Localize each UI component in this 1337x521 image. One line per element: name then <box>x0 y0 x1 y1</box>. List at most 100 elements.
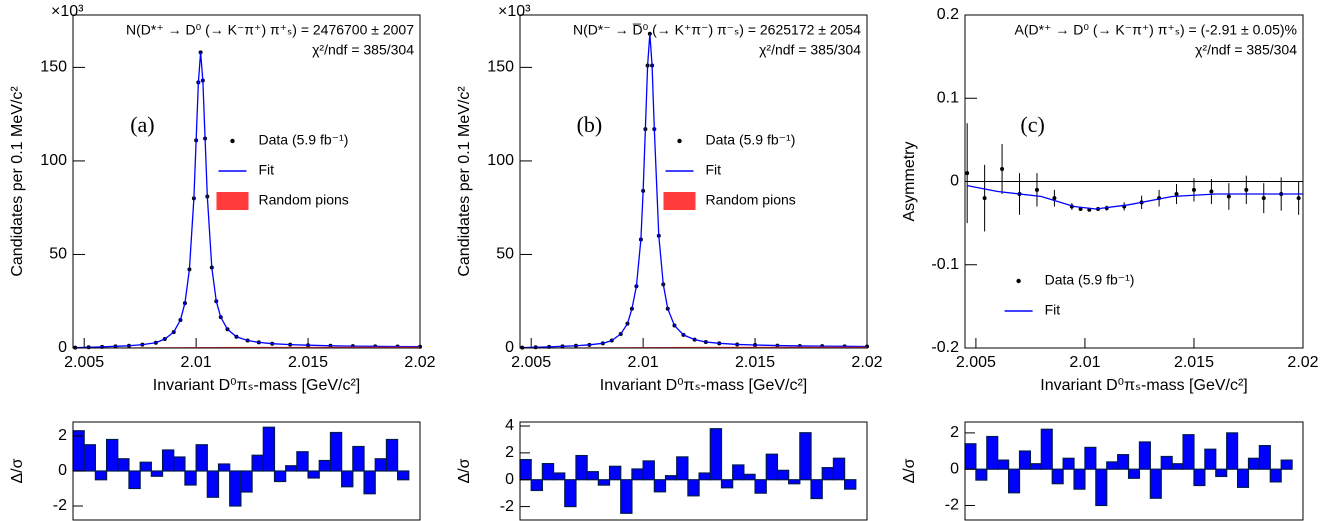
pull-bar <box>262 426 276 472</box>
annotation: χ²/ndf = 385/304 <box>312 42 414 58</box>
pull-bar <box>1215 468 1228 478</box>
pull-bar <box>664 475 678 481</box>
legend-label: Fit <box>706 162 722 178</box>
pull-bar <box>240 470 253 493</box>
legend-marker <box>230 138 235 144</box>
y-tick-label: -2 <box>53 497 67 514</box>
y-tick-label: 0 <box>505 471 514 488</box>
pull-bar <box>1269 468 1282 483</box>
pull-bar <box>1084 446 1097 470</box>
y-tick-label: 150 <box>40 59 67 76</box>
pull-bar <box>765 453 779 481</box>
data-point <box>982 196 987 201</box>
pull-bar <box>385 438 399 472</box>
pull-bar <box>1040 428 1053 470</box>
pull-bar <box>273 470 287 483</box>
pull-bar <box>743 473 756 481</box>
x-tick-label: 2.01 <box>628 354 659 371</box>
pull-bar <box>1193 468 1206 487</box>
data-point <box>1209 189 1214 194</box>
pull-bar <box>1247 457 1260 470</box>
pull-bar <box>1204 448 1217 470</box>
y-tick-label: 50 <box>496 246 514 263</box>
data-point <box>1226 194 1231 199</box>
pull-bar <box>986 435 999 470</box>
pull-bar <box>285 465 298 472</box>
pull-bar <box>698 472 711 481</box>
pull-bar <box>541 463 555 481</box>
plot-frame <box>964 14 1304 349</box>
panel-label: (c) <box>1020 112 1044 137</box>
pull-bar <box>964 443 977 470</box>
plot-frame <box>519 14 868 349</box>
panel: 2.005 2.01 2.015 2.02 -0.2 -0.1 0 0.1 0.2 Invaria… <box>901 6 1318 394</box>
plot-frame <box>519 421 868 521</box>
y-tick-label: 0 <box>58 339 67 356</box>
legend-label: Fit <box>259 162 275 178</box>
pull-bar <box>754 479 767 494</box>
pull-bar <box>363 470 376 495</box>
pull-bar <box>72 430 85 472</box>
pull-bar <box>720 479 734 489</box>
plot-frame <box>72 14 421 349</box>
pull-bar <box>1182 434 1195 470</box>
legend-label: Random pions <box>706 192 796 208</box>
annotation: N(D*⁻ → D̅⁰ (→ K⁺π⁻) π⁻ₛ) = 2625172 ± 20… <box>573 22 861 38</box>
y-tick-label: 0.2 <box>937 6 959 23</box>
pull-bar <box>1117 454 1130 470</box>
pull-bar <box>1051 468 1064 485</box>
pull-bar <box>1095 468 1108 507</box>
pull-bar <box>1226 432 1239 470</box>
pull-bar <box>307 470 320 479</box>
x-tick-label: 2.02 <box>851 354 882 371</box>
y-tick-label: 100 <box>40 152 67 169</box>
data-point <box>1000 167 1005 172</box>
x-tick-label: 2.005 <box>956 354 996 371</box>
pull-bar <box>318 459 332 472</box>
pull-bar <box>1149 468 1162 499</box>
pull-bar <box>676 456 689 481</box>
y-tick-label: -0.1 <box>931 256 959 273</box>
y-tick-label: 2 <box>58 427 67 444</box>
y-axis-label: Δ/σ <box>901 458 918 483</box>
pull-bar <box>653 479 667 493</box>
x-axis-label: Invariant D⁰πₛ-mass [GeV/c²] <box>600 377 807 394</box>
pull-bar <box>642 460 655 481</box>
y-tick-label: 0 <box>950 460 959 477</box>
pull-bar <box>1160 455 1173 470</box>
legend-swatch <box>216 192 249 210</box>
y-tick-label: 100 <box>487 152 514 169</box>
pull-bar <box>1171 463 1184 470</box>
pull-bar <box>251 454 264 472</box>
pull-bar <box>1008 468 1021 494</box>
y-tick-label: -0.2 <box>931 339 959 356</box>
pull-bar <box>788 479 801 485</box>
pull-panel: -2 0 2 4 Δ/σ <box>456 417 868 521</box>
y-axis-label: Δ/σ <box>9 458 26 483</box>
x-tick-label: 2.015 <box>1174 354 1214 371</box>
x-tick-label: 2.02 <box>1287 354 1318 371</box>
pull-bar <box>173 456 186 472</box>
y-tick-label: 2 <box>950 424 959 441</box>
y-tick-label: 2 <box>505 444 514 461</box>
annotation: χ²/ndf = 385/304 <box>1195 42 1297 58</box>
pull-bar <box>575 454 588 481</box>
pull-bar <box>329 431 343 472</box>
pull-bar <box>128 470 141 490</box>
x-tick-label: 2.005 <box>64 354 104 371</box>
annotation: A(D*⁺ → D⁰ (→ K⁻π⁺) π⁺ₛ) = (-2.91 ± 0.05… <box>1014 22 1297 38</box>
x-tick-label: 2.015 <box>735 354 775 371</box>
x-tick-label: 2.02 <box>404 354 435 371</box>
y-tick-label: 0 <box>58 462 67 479</box>
pull-bar <box>608 465 622 481</box>
pull-bar <box>105 438 119 472</box>
data-point <box>1261 196 1266 201</box>
pull-bar <box>296 451 309 472</box>
pull-bar <box>776 469 790 481</box>
data-point <box>1174 191 1179 196</box>
y-axis-label: Candidates per 0.1 MeV/c² <box>456 86 473 277</box>
data-point <box>1052 196 1057 201</box>
annotation: N(D*⁺ → D⁰ (→ K⁻π⁺) π⁺ₛ) = 2476700 ± 200… <box>126 22 414 38</box>
plot-frame <box>964 421 1304 521</box>
legend-label: Data (5.9 fb⁻¹) <box>259 132 349 148</box>
